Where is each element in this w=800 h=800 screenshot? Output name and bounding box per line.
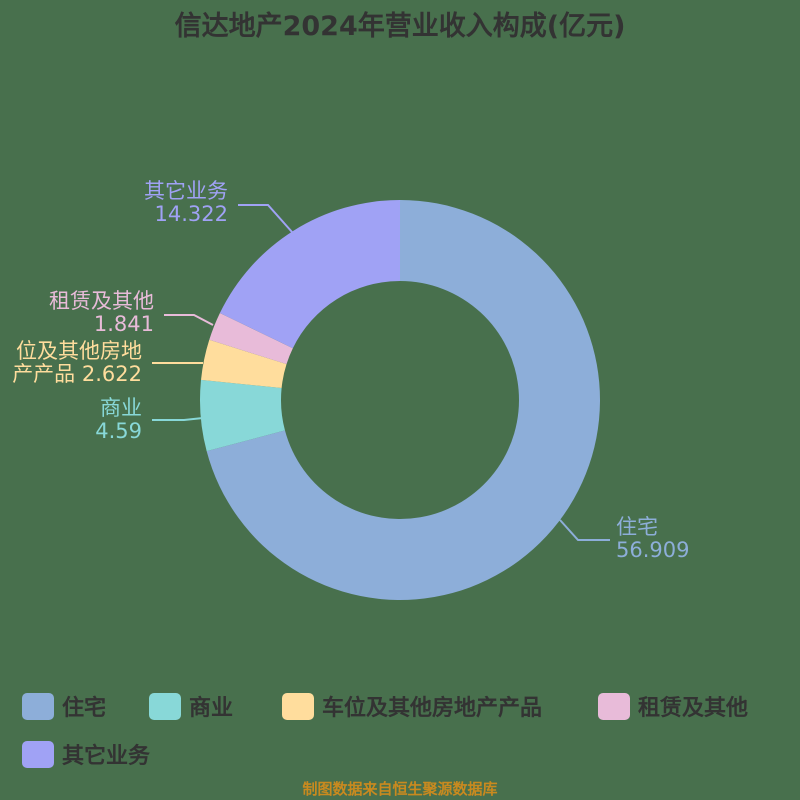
leader-line-zulin bbox=[164, 314, 214, 326]
legend-label: 住宅 bbox=[62, 696, 107, 721]
label-qita-name: 其它业务 bbox=[144, 179, 228, 203]
label-shangye: 商业 4.59 bbox=[95, 397, 142, 443]
leader-line-shangye bbox=[152, 417, 204, 421]
legend-item-zhuzhai[interactable]: 住宅 bbox=[22, 690, 106, 722]
legend-item-shangye[interactable]: 商业 bbox=[149, 690, 233, 722]
legend-item-zulin[interactable]: 租赁及其他 bbox=[598, 690, 748, 722]
label-shangye-value: 4.59 bbox=[95, 419, 142, 443]
donut-slice-4[interactable] bbox=[219, 200, 400, 349]
legend-swatch bbox=[22, 692, 54, 720]
label-chewei-value: 2.622 bbox=[81, 362, 142, 386]
legend-swatch bbox=[149, 692, 181, 720]
legend-item-qita[interactable]: 其它业务 bbox=[22, 738, 150, 770]
label-zulin: 租赁及其他 1.841 bbox=[49, 290, 154, 336]
label-zhuzhai: 住宅 56.909 bbox=[616, 516, 689, 562]
label-shangye-name: 商业 bbox=[100, 396, 142, 420]
legend-item-chewei[interactable]: 车位及其他房地产产品 bbox=[282, 690, 542, 722]
label-qita: 其它业务 14.322 bbox=[144, 180, 228, 226]
label-zulin-name: 租赁及其他 bbox=[49, 289, 154, 313]
leader-line-zhuzhai bbox=[559, 519, 610, 541]
legend-label: 租赁及其他 bbox=[638, 696, 749, 721]
legend-swatch bbox=[282, 692, 314, 720]
label-zhuzhai-value: 56.909 bbox=[616, 538, 690, 562]
label-chewei-name: 位及其他房地 bbox=[16, 339, 142, 363]
label-chewei-name2: 产产品 bbox=[12, 362, 76, 386]
legend-label: 商业 bbox=[189, 696, 234, 721]
donut-slices bbox=[200, 200, 601, 600]
donut-slice-1[interactable] bbox=[200, 379, 285, 452]
chart-title: 信达地产2024年营业收入构成(亿元) bbox=[174, 11, 626, 42]
label-zhuzhai-name: 住宅 bbox=[616, 515, 658, 539]
legend-label: 其它业务 bbox=[62, 744, 151, 769]
leader-line-qita bbox=[238, 204, 293, 233]
label-chewei: 位及其他房地 产产品 2.622 bbox=[12, 340, 142, 386]
donut-slice-3[interactable] bbox=[209, 313, 293, 365]
label-zulin-value: 1.841 bbox=[93, 312, 154, 336]
source-note: 制图数据来自恒生聚源数据库 bbox=[302, 780, 498, 798]
legend-label: 车位及其他房地产产品 bbox=[322, 696, 543, 721]
donut-slice-0[interactable] bbox=[206, 200, 601, 600]
label-chewei-name-value: 产产品 2.622 bbox=[12, 363, 142, 386]
donut-slice-2[interactable] bbox=[201, 339, 287, 389]
legend-swatch bbox=[598, 692, 630, 720]
label-qita-value: 14.322 bbox=[154, 202, 228, 226]
legend-swatch bbox=[22, 740, 54, 768]
